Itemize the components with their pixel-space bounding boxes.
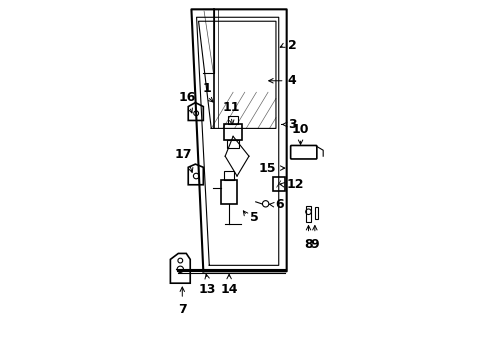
Text: 2: 2 (288, 39, 296, 51)
Bar (221, 180, 237, 204)
Text: 10: 10 (292, 122, 309, 136)
Text: 7: 7 (178, 303, 187, 316)
Text: 8: 8 (304, 238, 313, 251)
Text: 16: 16 (179, 91, 196, 104)
Text: 12: 12 (287, 178, 304, 191)
Bar (224, 171, 234, 180)
Text: 17: 17 (175, 148, 192, 161)
Bar (224, 125, 242, 140)
Bar (306, 206, 311, 222)
Text: 11: 11 (222, 101, 240, 114)
Text: 1: 1 (203, 82, 212, 95)
Text: 9: 9 (311, 238, 319, 251)
Bar (227, 140, 239, 148)
Text: 6: 6 (275, 198, 284, 211)
Text: 3: 3 (288, 118, 296, 131)
Text: 5: 5 (250, 211, 259, 224)
Text: 14: 14 (220, 283, 238, 296)
Text: 4: 4 (288, 74, 296, 87)
Text: 13: 13 (198, 283, 216, 296)
Bar (228, 117, 238, 125)
Text: 15: 15 (258, 162, 276, 175)
Bar (273, 177, 285, 191)
Bar (315, 207, 318, 219)
